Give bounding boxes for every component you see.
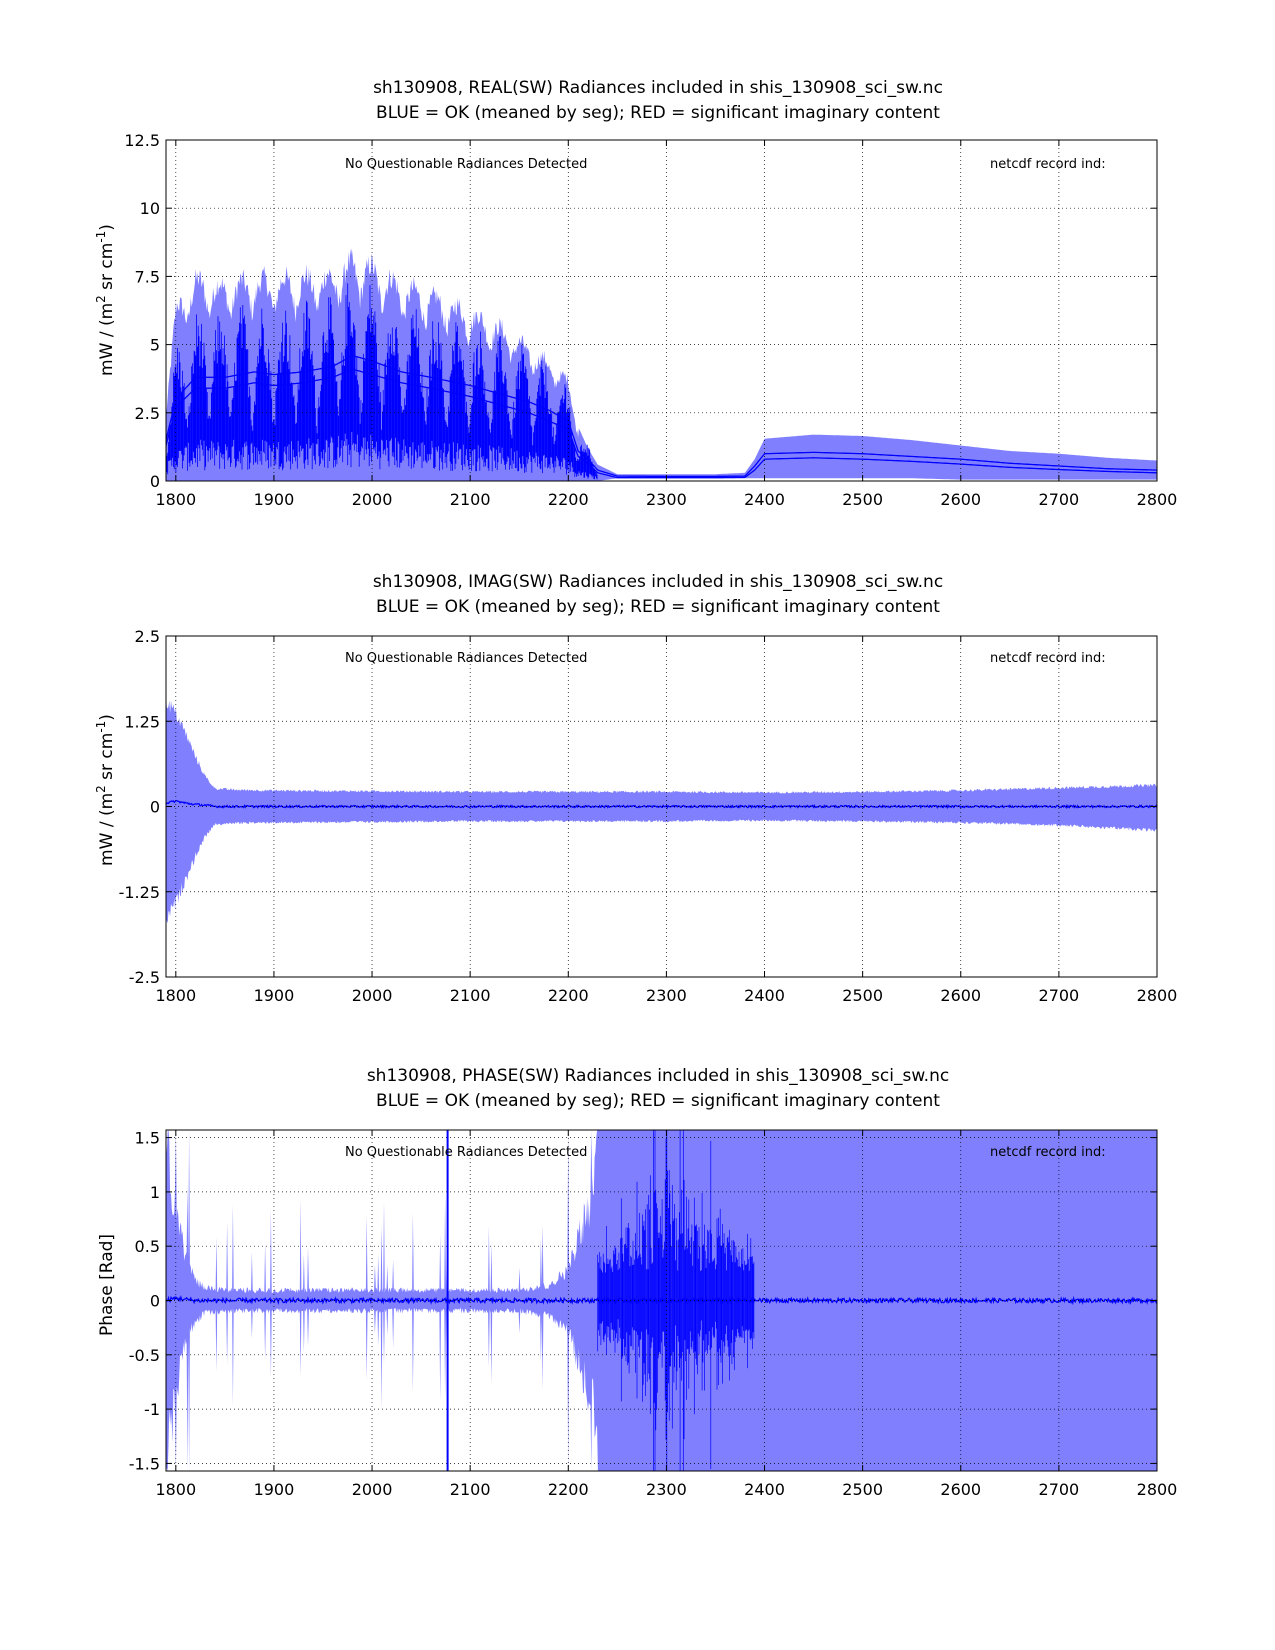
imag-xtick-label-2800: 2800 — [1137, 986, 1178, 1005]
panel-imag: sh130908, IMAG(SW) Radiances included in… — [94, 572, 1177, 1005]
phase-ytick-label-0: 0 — [150, 1292, 160, 1311]
phase-xtick-label-2400: 2400 — [744, 1480, 785, 1499]
real-xtick-label-2300: 2300 — [646, 490, 687, 509]
imag-mean-line — [166, 799, 1157, 810]
imag-annotation-right: netcdf record ind: — [990, 651, 1106, 666]
imag-xtick-label-1900: 1900 — [254, 986, 295, 1005]
phase-title-line2: BLUE = OK (meaned by seg); RED = signifi… — [376, 1091, 940, 1111]
imag-data-layer — [166, 693, 1157, 924]
imag-ylabel-sup1: 2 — [94, 785, 108, 793]
real-ytick-label-10: 10 — [140, 199, 160, 218]
real-data-layer — [166, 248, 1157, 481]
real-ytick-label-2.5: 2.5 — [135, 404, 160, 423]
imag-xtick-label-2000: 2000 — [352, 986, 393, 1005]
phase-xtick-label-2000: 2000 — [352, 1480, 393, 1499]
real-xtick-label-2500: 2500 — [842, 490, 883, 509]
phase-ytick-label--1.5: -1.5 — [129, 1454, 160, 1473]
real-y-axis-label: mW / (m2 sr cm-1) — [94, 224, 117, 376]
real-xtick-label-2700: 2700 — [1039, 490, 1080, 509]
phase-y-axis-label: Phase [Rad] — [97, 1234, 117, 1336]
phase-xtick-label-2200: 2200 — [548, 1480, 589, 1499]
real-xtick-label-2000: 2000 — [352, 490, 393, 509]
imag-envelope-area — [166, 693, 1157, 924]
phase-ytick-label-1.5: 1.5 — [135, 1129, 160, 1148]
imag-ylabel-mid: sr cm — [97, 733, 117, 786]
real-xtick-label-2600: 2600 — [940, 490, 981, 509]
imag-y-axis-label: mW / (m2 sr cm-1) — [94, 714, 117, 866]
imag-ytick-label-2.5: 2.5 — [135, 627, 160, 646]
real-ylabel-mid: sr cm — [97, 243, 117, 296]
phase-xtick-label-2500: 2500 — [842, 1480, 883, 1499]
phase-title-line1: sh130908, PHASE(SW) Radiances included i… — [367, 1066, 949, 1086]
real-axes-frame — [165, 139, 1158, 482]
real-ytick-label-0: 0 — [150, 472, 160, 491]
imag-xtick-label-2100: 2100 — [450, 986, 491, 1005]
real-title-line2: BLUE = OK (meaned by seg); RED = signifi… — [376, 103, 940, 123]
imag-xtick-label-2400: 2400 — [744, 986, 785, 1005]
real-ylabel-sup2: -1 — [94, 231, 108, 243]
imag-ytick-label-0: 0 — [150, 798, 160, 817]
phase-ytick-label--1: -1 — [144, 1400, 160, 1419]
real-ytick-label-7.5: 7.5 — [135, 267, 160, 286]
real-xtick-label-1900: 1900 — [254, 490, 295, 509]
real-mean-line — [166, 354, 1157, 478]
phase-xtick-label-2600: 2600 — [940, 1480, 981, 1499]
phase-xtick-label-2100: 2100 — [450, 1480, 491, 1499]
real-xtick-label-2400: 2400 — [744, 490, 785, 509]
phase-axes-frame — [165, 1129, 1158, 1472]
phase-annotation-left: No Questionable Radiances Detected — [345, 1145, 587, 1160]
real-ylabel-end: ) — [97, 224, 117, 231]
phase-ytick-label-0.5: 0.5 — [135, 1237, 160, 1256]
imag-xtick-label-2500: 2500 — [842, 986, 883, 1005]
imag-ylabel-end: ) — [97, 714, 117, 721]
phase-xtick-label-2300: 2300 — [646, 1480, 687, 1499]
imag-xtick-label-2700: 2700 — [1039, 986, 1080, 1005]
phase-xtick-label-1800: 1800 — [155, 1480, 196, 1499]
panel-phase: sh130908, PHASE(SW) Radiances included i… — [97, 1066, 1177, 1499]
phase-data-layer — [166, 1130, 1157, 1471]
real-ytick-label-12.5: 12.5 — [124, 131, 160, 150]
imag-annotation-left: No Questionable Radiances Detected — [345, 651, 587, 666]
real-xtick-label-1800: 1800 — [155, 490, 196, 509]
phase-xtick-label-1900: 1900 — [254, 1480, 295, 1499]
imag-xtick-label-2300: 2300 — [646, 986, 687, 1005]
imag-title-line1: sh130908, IMAG(SW) Radiances included in… — [373, 572, 943, 592]
real-title-line1: sh130908, REAL(SW) Radiances included in… — [373, 78, 943, 98]
imag-ytick-label-1.25: 1.25 — [124, 712, 160, 731]
phase-xtick-label-2800: 2800 — [1137, 1480, 1178, 1499]
imag-ylabel-sup2: -1 — [94, 721, 108, 733]
real-xtick-label-2100: 2100 — [450, 490, 491, 509]
imag-plot-area: 1800 1900 2000 2100 2200 2300 2400 2500 2600 2700… — [119, 627, 1178, 1005]
real-mean-line-2 — [166, 368, 1157, 479]
real-xtick-label-2800: 2800 — [1137, 490, 1178, 509]
panel-real: sh130908, REAL(SW) Radiances included in… — [94, 78, 1177, 509]
imag-xtick-label-2200: 2200 — [548, 986, 589, 1005]
imag-axes-frame — [165, 635, 1158, 978]
real-ylabel-sup1: 2 — [94, 295, 108, 303]
phase-ytick-label-1: 1 — [150, 1183, 160, 1202]
phase-xtick-label-2700: 2700 — [1039, 1480, 1080, 1499]
phase-annotation-right: netcdf record ind: — [990, 1145, 1106, 1160]
real-plot-area: 1800 1900 2000 2100 2200 2300 2400 2500 2600 2700… — [124, 131, 1177, 509]
imag-xtick-label-1800: 1800 — [155, 986, 196, 1005]
imag-ylabel-main: mW / (m — [97, 793, 117, 866]
real-ylabel-main: mW / (m — [97, 303, 117, 376]
imag-ytick-label--2.5: -2.5 — [129, 968, 160, 987]
phase-plot-area: 1800 1900 2000 2100 2200 2300 2400 2500 2600 2700… — [129, 1129, 1178, 1499]
phase-ytick-label--0.5: -0.5 — [129, 1346, 160, 1365]
real-spectra-lines — [166, 283, 598, 480]
real-annotation-right: netcdf record ind: — [990, 157, 1106, 172]
imag-ytick-label--1.25: -1.25 — [119, 883, 160, 902]
real-annotation-left: No Questionable Radiances Detected — [345, 157, 587, 172]
imag-xtick-label-2600: 2600 — [940, 986, 981, 1005]
real-ytick-label-5: 5 — [150, 336, 160, 355]
real-xtick-label-2200: 2200 — [548, 490, 589, 509]
phase-mean-line — [166, 1295, 1157, 1306]
imag-title-line2: BLUE = OK (meaned by seg); RED = signifi… — [376, 597, 940, 617]
